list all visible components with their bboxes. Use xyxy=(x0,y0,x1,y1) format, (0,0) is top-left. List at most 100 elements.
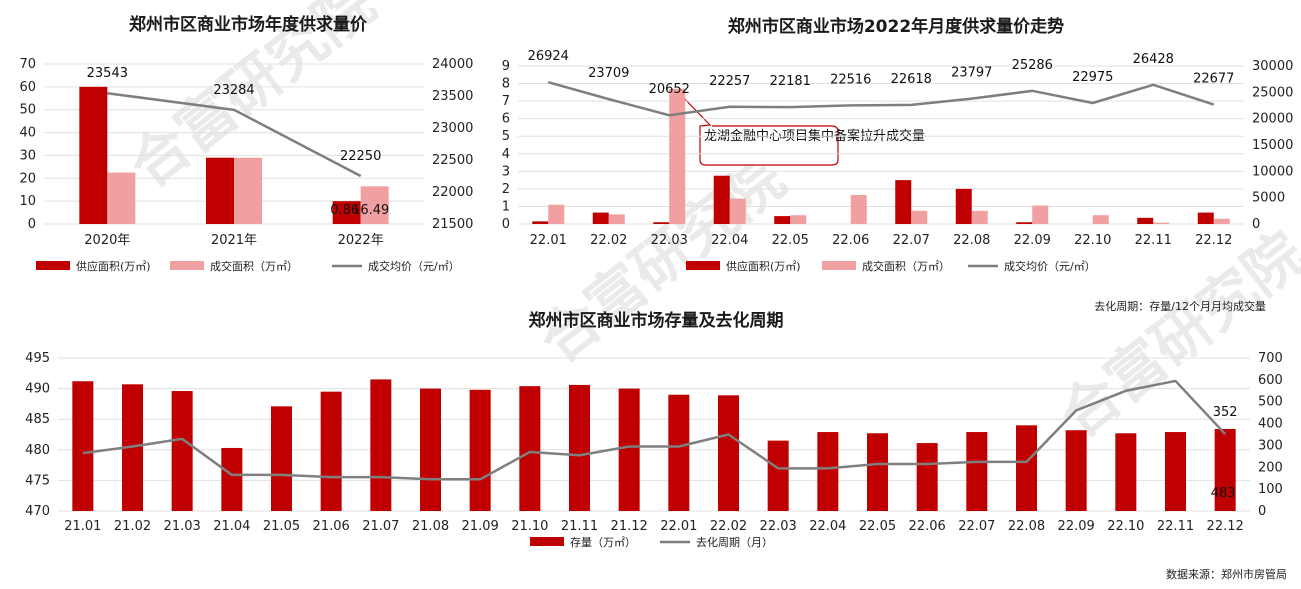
monthly-xtick: 22.07 xyxy=(893,233,930,248)
annual-price-label: 23543 xyxy=(87,66,128,81)
annual-xtick: 2022年 xyxy=(338,233,384,248)
stock-xtick: 21.11 xyxy=(561,519,598,534)
stock-chart-note: 去化周期：存量/12个月月均成交量 xyxy=(1094,299,1266,313)
annual-legend-label: 供应面积(万㎡) xyxy=(76,259,151,273)
annual-bar-label-supply: 0.86 xyxy=(330,203,359,218)
stock-ytick-right: 700 xyxy=(1258,351,1283,366)
monthly-bar-deal xyxy=(729,198,746,224)
monthly-xtick: 22.08 xyxy=(953,233,990,248)
monthly-ytick-right: 25000 xyxy=(1252,85,1293,100)
stock-xtick: 22.07 xyxy=(958,519,995,534)
annual-legend-label: 成交均价（元/㎡） xyxy=(368,259,460,273)
annual-ytick-left: 30 xyxy=(19,148,36,163)
stock-bar xyxy=(817,432,839,511)
monthly-bar-supply xyxy=(713,175,730,224)
stock-bar xyxy=(618,388,640,511)
monthly-bar-deal xyxy=(1153,222,1170,224)
annotation-callout xyxy=(675,89,839,166)
monthly-bar-deal xyxy=(1092,215,1109,224)
monthly-ytick-left: 2 xyxy=(502,182,510,197)
stock-chart-title: 郑州市区商业市场存量及去化周期 xyxy=(529,310,784,331)
monthly-ytick-left: 0 xyxy=(502,217,510,232)
monthly-price-label: 22618 xyxy=(891,72,932,87)
annual-ytick-left: 0 xyxy=(28,217,36,232)
stock-bar xyxy=(271,406,292,511)
stock-xtick: 22.10 xyxy=(1107,519,1144,534)
annual-chart-title: 郑州市区商业市场年度供求量价 xyxy=(129,14,368,35)
monthly-ytick-left: 4 xyxy=(502,147,510,162)
stock-bar xyxy=(767,440,789,511)
monthly-bar-deal xyxy=(790,215,807,224)
stock-bar xyxy=(171,391,193,511)
stock-xtick: 21.01 xyxy=(64,519,101,534)
monthly-xtick: 22.06 xyxy=(832,233,869,248)
stock-bar xyxy=(1065,430,1087,511)
monthly-ytick-left: 3 xyxy=(502,164,510,179)
stock-xtick: 22.01 xyxy=(660,519,697,534)
monthly-price-label: 25286 xyxy=(1012,58,1053,73)
plots-group: 0102030405060702150022000225002300023500… xyxy=(19,49,1293,549)
annual-bar-label-deal: 16.49 xyxy=(352,203,389,218)
annual-legend-swatch xyxy=(36,261,70,270)
annual-ytick-right: 21500 xyxy=(432,217,473,232)
monthly-xtick: 22.05 xyxy=(772,233,809,248)
monthly-ytick-left: 1 xyxy=(502,199,510,214)
stock-cycle-last-label: 352 xyxy=(1213,405,1238,420)
monthly-xtick: 22.10 xyxy=(1074,233,1111,248)
watermark-group: 合富研究院 合富研究院 合富研究院 xyxy=(117,0,1301,451)
stock-bar xyxy=(370,379,392,511)
annual-bar-deal xyxy=(360,186,389,224)
stock-xtick: 21.04 xyxy=(213,519,250,534)
monthly-bar-deal xyxy=(850,195,867,224)
monthly-price-label: 22516 xyxy=(830,72,871,87)
stock-bar-last-label: 483 xyxy=(1211,486,1236,501)
monthly-ytick-left: 6 xyxy=(502,112,510,127)
monthly-price-label: 22975 xyxy=(1072,70,1113,85)
monthly-xtick: 22.04 xyxy=(711,233,748,248)
annual-legend-label: 成交面积（万㎡） xyxy=(210,259,298,273)
stock-xtick: 22.03 xyxy=(760,519,797,534)
monthly-price-label: 22181 xyxy=(770,74,811,89)
annual-legend-swatch xyxy=(170,261,204,270)
stock-ytick-right: 500 xyxy=(1258,395,1283,410)
annual-ytick-left: 40 xyxy=(19,126,36,141)
stock-bar xyxy=(469,389,491,511)
monthly-xtick: 22.09 xyxy=(1014,233,1051,248)
stock-bar xyxy=(519,386,541,511)
monthly-legend-label: 供应面积(万㎡) xyxy=(726,259,801,273)
stock-xtick: 21.06 xyxy=(313,519,350,534)
stock-xtick: 22.11 xyxy=(1157,519,1194,534)
annual-bar-supply xyxy=(332,201,361,224)
stock-ytick-left: 490 xyxy=(25,382,50,397)
monthly-bar-supply xyxy=(1137,217,1154,224)
monthly-price-label: 22677 xyxy=(1193,72,1234,87)
monthly-xtick: 22.03 xyxy=(651,233,688,248)
stock-legend-label: 存量（万㎡） xyxy=(570,535,636,549)
stock-xtick: 21.02 xyxy=(114,519,151,534)
stock-ytick-left: 470 xyxy=(25,504,50,519)
monthly-bar-supply xyxy=(1016,222,1033,224)
monthly-ytick-left: 9 xyxy=(502,59,510,74)
monthly-xtick: 22.11 xyxy=(1135,233,1172,248)
monthly-bar-supply xyxy=(592,212,609,224)
monthly-bar-supply xyxy=(532,221,549,224)
stock-legend-swatch xyxy=(530,537,564,546)
stock-ytick-left: 485 xyxy=(25,412,50,427)
monthly-xtick: 22.02 xyxy=(590,233,627,248)
annual-ytick-left: 60 xyxy=(19,80,36,95)
annual-ytick-right: 23500 xyxy=(432,89,473,104)
annual-ytick-left: 50 xyxy=(19,103,36,118)
monthly-xtick: 22.01 xyxy=(530,233,567,248)
stock-ytick-right: 200 xyxy=(1258,460,1283,475)
monthly-series-line xyxy=(547,80,1215,117)
monthly-ytick-right: 20000 xyxy=(1252,112,1293,127)
stock-xtick: 21.10 xyxy=(511,519,548,534)
annual-bar-deal xyxy=(107,172,136,224)
stock-xtick: 22.08 xyxy=(1008,519,1045,534)
stock-xtick: 21.07 xyxy=(362,519,399,534)
monthly-bar-deal xyxy=(1213,218,1230,224)
monthly-price-label: 23709 xyxy=(588,66,629,81)
monthly-bar-deal xyxy=(669,88,686,224)
annual-price-label: 22250 xyxy=(340,149,381,164)
